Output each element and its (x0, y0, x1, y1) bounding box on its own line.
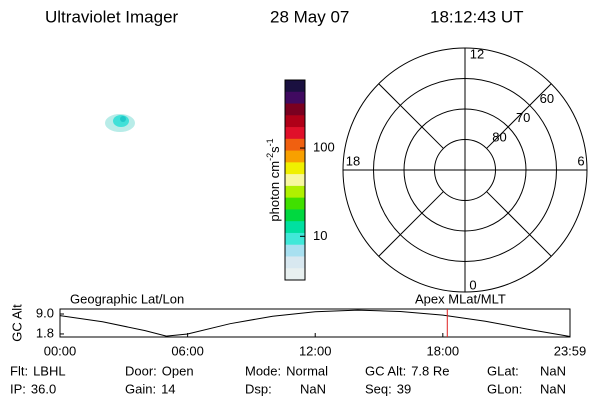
info-label: GC Alt: (365, 363, 406, 378)
colorbar-tick-label: 100 (313, 139, 335, 154)
polar-ring-label: 70 (516, 110, 530, 125)
orbit-left-title: Geographic Lat/Lon (70, 291, 184, 306)
orbit-x-tick-label: 12:00 (299, 343, 332, 358)
colorbar-swatch (285, 256, 305, 269)
colorbar-swatch (285, 115, 305, 128)
info-value: LBHL (33, 363, 66, 378)
info-label: Mode: (245, 363, 281, 378)
orbit-y-tick-label: 9.0 (36, 305, 54, 320)
mlt-label: 18 (346, 153, 360, 168)
colorbar-label-part: -2 (265, 153, 275, 161)
info-label: Dsp: (245, 381, 272, 396)
colorbar-swatch (285, 221, 305, 234)
colorbar-tick-label: 10 (313, 228, 327, 243)
info-value: Open (162, 363, 194, 378)
info-value: 36.0 (31, 381, 56, 396)
info-label: Gain: (125, 381, 156, 396)
colorbar-label-part: -1 (265, 138, 275, 146)
colorbar-swatch (285, 244, 305, 257)
colorbar-label-part: photon cm (267, 161, 282, 222)
info-value: 14 (161, 381, 175, 396)
info-label: GLat: (487, 363, 519, 378)
colorbar-swatch (285, 127, 305, 140)
polar-diagonal (378, 191, 444, 257)
info-value: NaN (540, 363, 566, 378)
colorbar-swatch (285, 150, 305, 163)
info-value: 7.8 Re (411, 363, 449, 378)
colorbar-swatch (285, 209, 305, 222)
mlt-label: 12 (470, 46, 484, 61)
info-label: Seq: (365, 381, 392, 396)
orbit-x-tick-label: 23:59 (554, 343, 587, 358)
info-label: Door: (125, 363, 157, 378)
mlt-label: 0 (469, 277, 476, 292)
colorbar-swatch (285, 138, 305, 152)
colorbar-swatch (285, 174, 305, 187)
polar-diagonal (486, 191, 552, 257)
orbit-y-tick-label: 1.8 (36, 325, 54, 340)
colorbar-frame (284, 79, 306, 281)
polar-diagonal (378, 83, 444, 149)
colorbar-swatch (285, 80, 305, 93)
colorbar-swatch (285, 232, 305, 246)
info-value: NaN (540, 381, 566, 396)
mlt-label: 6 (577, 153, 584, 168)
date: 28 May 07 (270, 7, 349, 26)
colorbar-swatch (285, 197, 305, 210)
info-label: IP: (10, 381, 26, 396)
polar-ring-label: 80 (492, 129, 506, 144)
colorbar-swatch (285, 162, 305, 175)
info-label: Flt: (10, 363, 28, 378)
orbit-x-tick-label: 18:00 (427, 343, 460, 358)
instrument: Ultraviolet Imager (45, 7, 179, 26)
orbit-ylabel: GC Alt (9, 304, 24, 342)
orbit-x-tick-label: 00:00 (44, 343, 77, 358)
colorbar-swatch (285, 103, 305, 116)
info-label: GLon: (487, 381, 522, 396)
orbit-x-tick-label: 06:00 (171, 343, 204, 358)
polar-diagonal (486, 83, 552, 149)
colorbar-swatch (285, 185, 305, 199)
info-value: Normal (286, 363, 328, 378)
info-value: 39 (397, 381, 411, 396)
orbit-right-title: Apex MLat/MLT (415, 291, 506, 306)
info-value: NaN (300, 381, 326, 396)
polar-ring-label: 60 (540, 91, 554, 106)
orbit-altitude (59, 309, 571, 337)
time: 18:12:43 UT (430, 7, 524, 26)
colorbar-label: photon cm-2s-1 (265, 138, 282, 221)
colorbar-label-part: s (267, 146, 282, 153)
colorbar-swatch (285, 268, 305, 281)
colorbar-swatch (285, 91, 305, 105)
auroral-image (105, 114, 135, 132)
